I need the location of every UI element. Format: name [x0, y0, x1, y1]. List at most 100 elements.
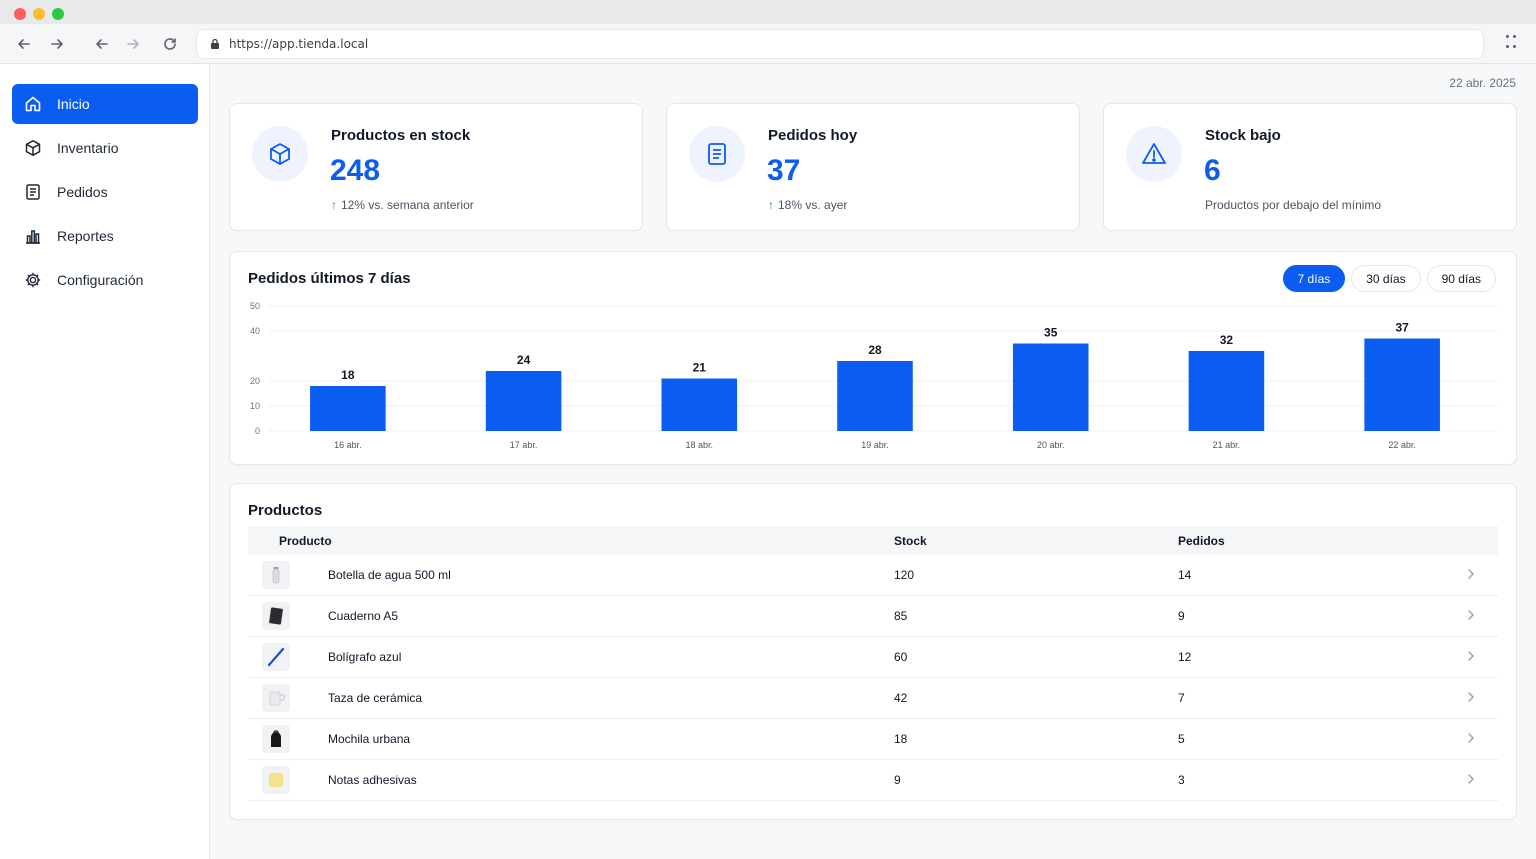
- chart-bar: [661, 378, 738, 431]
- browser-toolbar: https://app.tienda.local: [0, 24, 1536, 64]
- sticky-note-icon: [262, 766, 290, 794]
- main-content: 22 abr. 2025 Productos en stock 248 ↑ 12…: [211, 64, 1536, 859]
- chart-bar: [310, 386, 386, 431]
- box-icon: [24, 139, 42, 157]
- sidebar-item-label: Inicio: [57, 96, 90, 112]
- sidebar-item-configuracion[interactable]: Configuración: [12, 260, 198, 300]
- current-date: 22 abr. 2025: [1449, 76, 1516, 90]
- stat-trend-text: 12% vs. semana anterior: [341, 198, 474, 212]
- table-row[interactable]: Notas adhesivas 9 3: [248, 760, 1498, 801]
- x-tick-label: 18 abr.: [686, 440, 714, 450]
- sidebar-item-inventario[interactable]: Inventario: [12, 128, 198, 168]
- sidebar-item-inicio[interactable]: Inicio: [12, 84, 198, 124]
- mug-icon: [262, 684, 290, 712]
- product-name: Bolígrafo azul: [328, 650, 402, 664]
- product-stock: 42: [894, 691, 908, 705]
- product-name: Botella de agua 500 ml: [328, 568, 451, 582]
- address-bar[interactable]: https://app.tienda.local: [196, 29, 1484, 59]
- range-tabs: 7 días 30 días 90 días: [1282, 265, 1496, 292]
- bar-chart-icon: [24, 227, 42, 245]
- chevron-right-icon[interactable]: [1464, 567, 1478, 581]
- notebook-icon: [262, 602, 290, 630]
- stat-card-low-stock: Stock bajo 6 Productos por debajo del mí…: [1103, 103, 1517, 231]
- chevron-right-icon[interactable]: [1464, 772, 1478, 786]
- bar-value-label: 35: [1044, 326, 1058, 340]
- chart-bar: [485, 371, 562, 431]
- product-stock: 120: [894, 568, 915, 582]
- sidebar-item-label: Configuración: [57, 272, 144, 288]
- table-row[interactable]: Bolígrafo azul 60 12: [248, 637, 1498, 678]
- bar-value-label: 37: [1395, 321, 1409, 335]
- stat-value: 37: [767, 154, 801, 187]
- column-header-product: Producto: [279, 534, 332, 548]
- x-tick-label: 19 abr.: [861, 440, 889, 450]
- chevron-right-icon[interactable]: [1464, 649, 1478, 663]
- browser-menu-icon[interactable]: [1506, 35, 1518, 51]
- orders-chart-card: Pedidos últimos 7 días 7 días 30 días 90…: [229, 251, 1517, 465]
- arrow-up-icon: ↑: [331, 198, 337, 212]
- chart-bar: [837, 361, 913, 431]
- product-name: Notas adhesivas: [328, 773, 417, 787]
- x-tick-label: 22 abr.: [1388, 440, 1416, 450]
- table-row[interactable]: Botella de agua 500 ml 120 14: [248, 555, 1498, 596]
- stat-value: 6: [1204, 154, 1221, 187]
- stat-description: Productos por debajo del mínimo: [1205, 198, 1381, 212]
- pen-icon: [262, 643, 290, 671]
- minimize-window-button[interactable]: [33, 8, 45, 20]
- table-row[interactable]: Mochila urbana 18 5: [248, 719, 1498, 760]
- back-button[interactable]: [91, 33, 113, 55]
- stat-trend-text: 18% vs. ayer: [778, 198, 848, 212]
- stat-trend: ↑ 12% vs. semana anterior: [331, 198, 474, 212]
- stat-description-text: Productos por debajo del mínimo: [1205, 198, 1382, 212]
- sidebar-item-reportes[interactable]: Reportes: [12, 216, 198, 256]
- chevron-right-icon[interactable]: [1464, 690, 1478, 704]
- stat-card-stock: Productos en stock 248 ↑ 12% vs. semana …: [229, 103, 643, 231]
- chevron-right-icon[interactable]: [1464, 731, 1478, 745]
- sidebar-item-label: Reportes: [57, 228, 114, 244]
- product-stock: 18: [894, 732, 908, 746]
- x-tick-label: 17 abr.: [510, 440, 538, 450]
- document-icon: [24, 183, 42, 201]
- reload-button[interactable]: [159, 33, 181, 55]
- product-orders: 9: [1178, 609, 1185, 623]
- bar-value-label: 24: [517, 353, 531, 367]
- product-stock: 60: [894, 650, 908, 664]
- sidebar-item-label: Pedidos: [57, 184, 108, 200]
- chart-bar: [1012, 343, 1089, 431]
- maximize-window-button[interactable]: [52, 8, 64, 20]
- stat-trend: ↑ 18% vs. ayer: [768, 198, 847, 212]
- column-header-stock: Stock: [894, 534, 927, 548]
- table-row[interactable]: Cuaderno A5 85 9: [248, 596, 1498, 637]
- sidebar-item-pedidos[interactable]: Pedidos: [12, 172, 198, 212]
- stat-value: 248: [330, 154, 381, 187]
- y-tick-label: 0: [255, 426, 260, 436]
- bar-value-label: 18: [341, 368, 355, 382]
- product-name: Taza de cerámica: [328, 691, 423, 705]
- bar-value-label: 21: [693, 361, 707, 375]
- sidebar-back-icon[interactable]: [13, 33, 35, 55]
- product-orders: 5: [1178, 732, 1185, 746]
- stat-title: Pedidos hoy: [768, 127, 858, 144]
- warning-icon: [1126, 126, 1182, 182]
- sidebar-forward-icon[interactable]: [46, 33, 68, 55]
- column-header-orders: Pedidos: [1178, 534, 1225, 548]
- browser-chrome: https://app.tienda.local: [0, 0, 1536, 64]
- lock-icon: [209, 38, 221, 50]
- sidebar-item-label: Inventario: [57, 140, 119, 156]
- product-orders: 3: [1178, 773, 1185, 787]
- chevron-right-icon[interactable]: [1464, 608, 1478, 622]
- sidebar: Inicio Inventario Pedidos Reportes Confi…: [0, 64, 210, 859]
- stat-card-orders: Pedidos hoy 37 ↑ 18% vs. ayer: [666, 103, 1080, 231]
- product-orders: 14: [1178, 568, 1192, 582]
- home-icon: [24, 95, 42, 113]
- range-tab-30-days[interactable]: 30 días: [1351, 265, 1421, 292]
- product-stock: 9: [894, 773, 901, 787]
- range-tab-90-days[interactable]: 90 días: [1426, 265, 1496, 292]
- range-tab-7-days[interactable]: 7 días: [1282, 265, 1346, 292]
- window-controls: [14, 8, 64, 20]
- x-tick-label: 20 abr.: [1037, 440, 1065, 450]
- table-row[interactable]: Taza de cerámica 42 7: [248, 678, 1498, 719]
- forward-button[interactable]: [122, 33, 144, 55]
- close-window-button[interactable]: [14, 8, 26, 20]
- y-tick-label: 20: [250, 376, 260, 386]
